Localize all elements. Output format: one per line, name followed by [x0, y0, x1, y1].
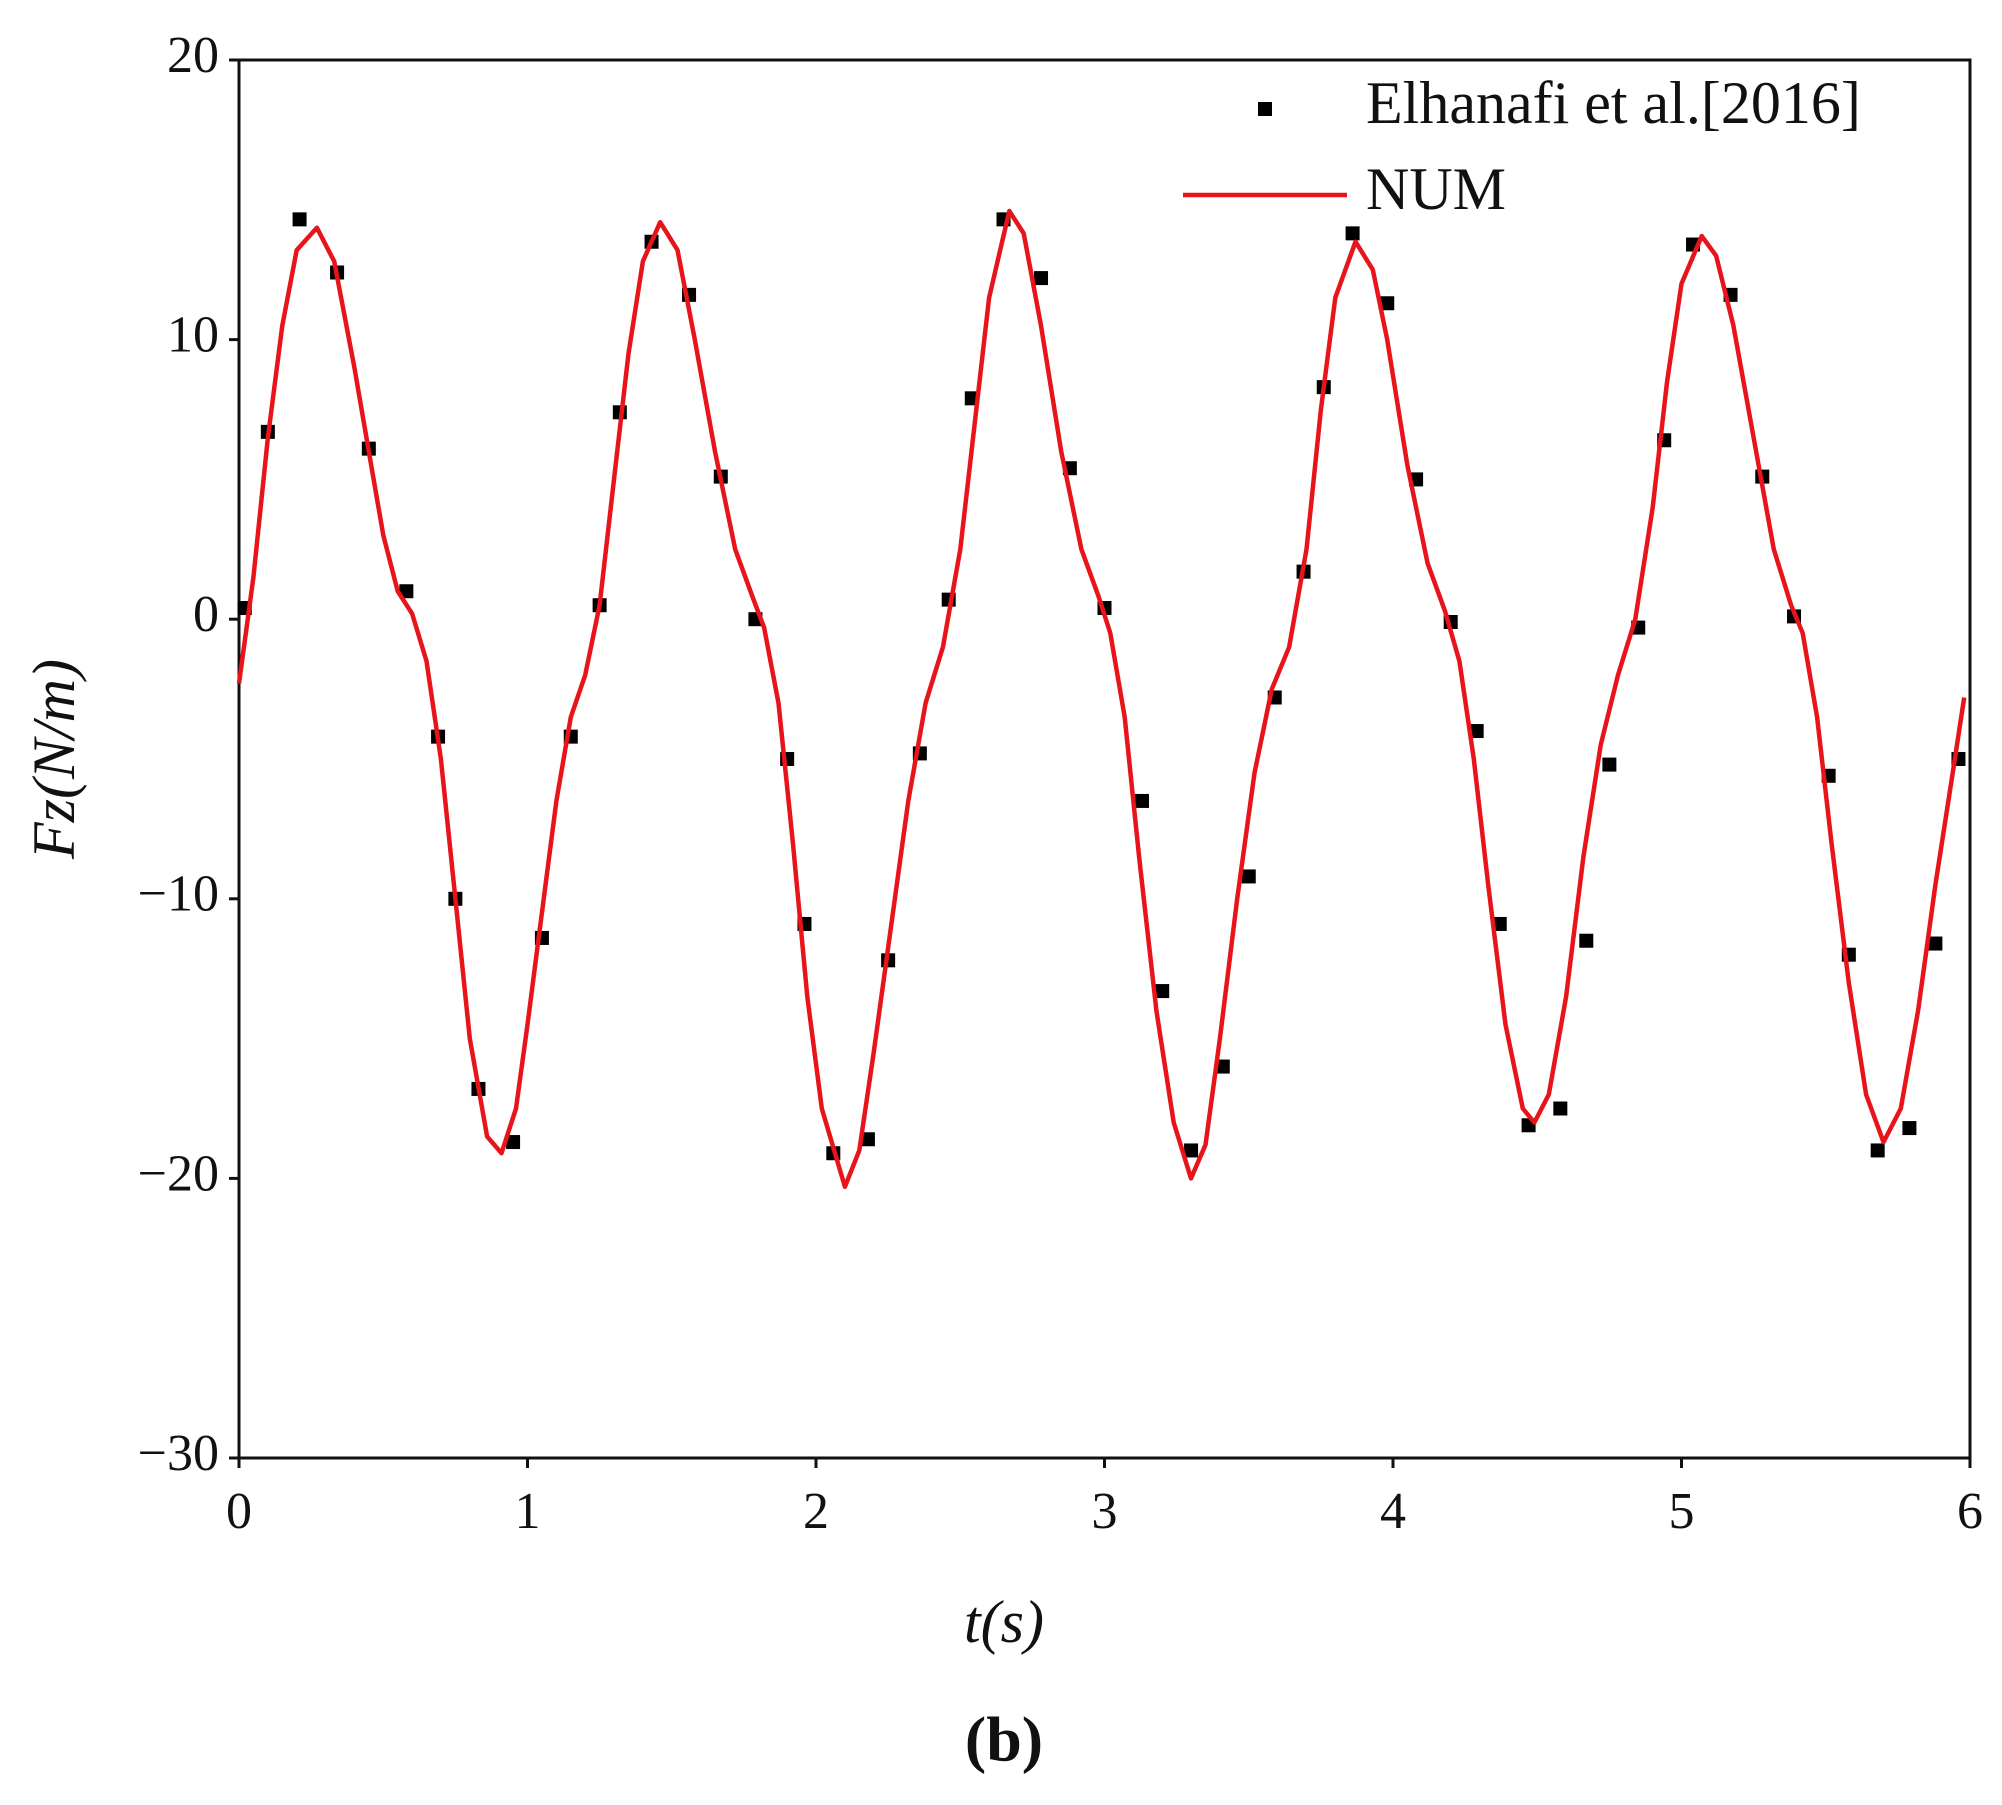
data-point [1215, 1059, 1230, 1074]
y-tick-label: −30 [138, 1425, 219, 1482]
data-point [1380, 296, 1395, 311]
y-tick-label: 10 [167, 307, 219, 364]
legend-label: NUM [1366, 156, 1506, 222]
data-point [1928, 936, 1943, 951]
plot-frame [237, 58, 1972, 1460]
x-tick-label: 1 [515, 1483, 541, 1540]
x-tick-label: 5 [1669, 1483, 1695, 1540]
x-tick-label: 6 [1957, 1483, 1983, 1540]
x-tick-label: 2 [803, 1483, 829, 1540]
x-tick-label: 3 [1092, 1483, 1118, 1540]
x-axis-label: t(s) [964, 1589, 1044, 1655]
data-point [1492, 916, 1507, 931]
data-point [1135, 793, 1150, 808]
y-tick-label: −20 [138, 1145, 219, 1202]
x-tick-label: 0 [226, 1483, 252, 1540]
data-point [1345, 226, 1360, 241]
data-point [506, 1135, 521, 1150]
y-tick-label: 20 [167, 27, 219, 84]
x-tick-label: 4 [1380, 1483, 1406, 1540]
legend-marker [1258, 102, 1272, 116]
data-point [1241, 869, 1256, 884]
data-point [1602, 757, 1617, 772]
data-point [1579, 933, 1594, 948]
data-point [1902, 1121, 1917, 1136]
data-point [860, 1132, 875, 1147]
data-point [1034, 271, 1049, 286]
data-point [1184, 1143, 1199, 1158]
data-point [1469, 724, 1484, 739]
data-line [236, 208, 1967, 1190]
y-tick-label: −10 [138, 866, 219, 923]
y-tick-label: 0 [193, 586, 219, 643]
data-point [1553, 1101, 1568, 1116]
data-point [399, 584, 414, 599]
data-point [1870, 1143, 1885, 1158]
panel-label: (b) [965, 1704, 1043, 1775]
legend-label: Elhanafi et al.[2016] [1366, 70, 1861, 136]
data-point [1155, 984, 1170, 999]
y-axis-label: Fz(N/m) [21, 659, 87, 860]
data-point [292, 212, 307, 227]
